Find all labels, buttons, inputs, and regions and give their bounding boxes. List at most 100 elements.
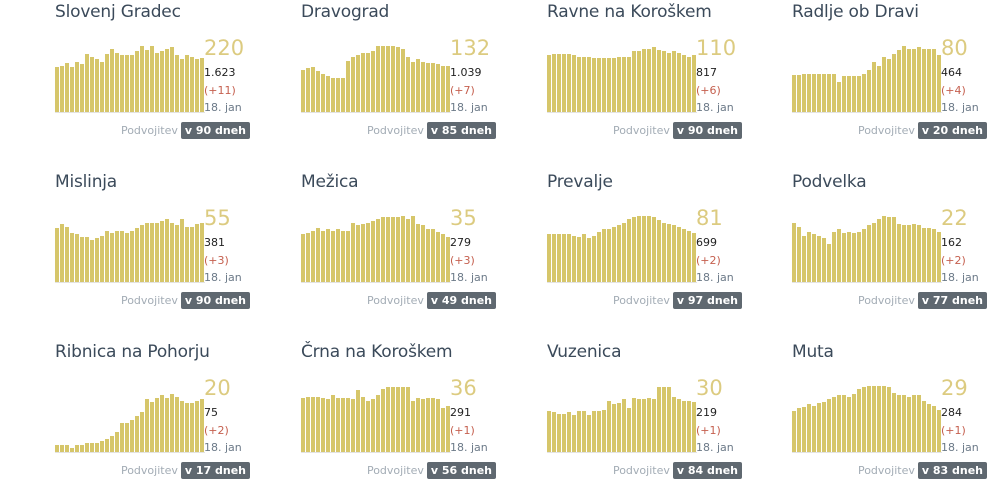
chart-bar	[912, 49, 916, 112]
chart-bar	[802, 236, 806, 282]
chart-bar	[125, 233, 129, 282]
chart-bar	[331, 78, 335, 112]
chart-bar	[366, 401, 370, 452]
chart-bar	[642, 216, 646, 282]
chart-bar	[125, 423, 129, 452]
chart-bar	[567, 234, 571, 282]
chart-bar	[311, 397, 315, 452]
doubling-badge: v 90 dneh	[180, 122, 250, 139]
doubling-info: Podvojitev v 97 dneh	[613, 292, 742, 309]
doubling-badge: v 77 dneh	[917, 292, 987, 309]
chart-bar	[927, 49, 931, 112]
chart-bar	[667, 53, 671, 112]
daily-change: (+3)	[450, 254, 475, 267]
chart-bar	[667, 224, 671, 282]
chart-bar	[867, 225, 871, 282]
chart-bar	[807, 404, 811, 452]
date-label: 18. jan	[941, 271, 979, 284]
doubling-badge: v 85 dneh	[426, 122, 496, 139]
chart-bar	[627, 57, 631, 112]
chart-bar	[185, 55, 189, 112]
doubling-info: Podvojitev v 17 dneh	[121, 462, 250, 479]
daily-change: (+2)	[941, 254, 966, 267]
chart-bar	[627, 408, 631, 452]
chart-bar	[827, 399, 831, 452]
chart-bar	[180, 219, 184, 282]
total-cases: 381	[204, 236, 225, 249]
chart-bar	[682, 401, 686, 452]
chart-bar	[857, 76, 861, 112]
chart-bar	[396, 47, 400, 112]
chart-bar	[371, 399, 375, 452]
chart-bar	[95, 238, 99, 282]
chart-bar	[386, 46, 390, 112]
chart-bar	[381, 217, 385, 282]
total-cases: 279	[450, 236, 471, 249]
chart-bar	[572, 55, 576, 112]
chart-bar	[155, 223, 159, 282]
chart-bar	[852, 233, 856, 282]
chart-bar	[180, 401, 184, 452]
chart-bar	[426, 63, 430, 112]
chart-bar	[877, 66, 881, 112]
municipality-name: Podvelka	[792, 172, 867, 192]
chart-bar	[797, 408, 801, 452]
chart-bar	[170, 223, 174, 282]
chart-bar	[552, 234, 556, 282]
chart-bar	[130, 55, 134, 112]
chart-bar	[180, 59, 184, 112]
bar-chart	[792, 210, 942, 283]
chart-bar	[185, 403, 189, 452]
daily-change: (+1)	[941, 424, 966, 437]
active-cases: 55	[204, 206, 231, 230]
total-cases: 219	[696, 406, 717, 419]
chart-bar	[145, 223, 149, 282]
chart-bar	[607, 58, 611, 112]
chart-bar	[637, 51, 641, 112]
chart-bar	[792, 411, 796, 452]
chart-bar	[145, 50, 149, 112]
chart-bar	[927, 404, 931, 452]
chart-bar	[431, 398, 435, 452]
doubling-label: Podvojitev	[120, 124, 178, 137]
chart-bar	[155, 398, 159, 452]
active-cases: 29	[941, 376, 968, 400]
chart-bar	[120, 55, 124, 112]
active-cases: 132	[450, 36, 491, 60]
chart-bar	[597, 411, 601, 452]
municipality-card: Mislinja 55 381 (+3) 18. jan Podvojitev …	[47, 170, 250, 330]
chart-bar	[110, 49, 114, 112]
chart-bar	[60, 445, 64, 452]
daily-change: (+2)	[696, 254, 721, 267]
chart-bar	[421, 225, 425, 282]
doubling-label: Podvojitev	[366, 294, 424, 307]
chart-bar	[892, 54, 896, 112]
chart-bar	[837, 82, 841, 112]
chart-bar	[351, 223, 355, 282]
chart-bar	[562, 54, 566, 112]
chart-bar	[917, 47, 921, 112]
municipality-card: Radlje ob Dravi 80 464 (+4) 18. jan Podv…	[784, 0, 987, 160]
chart-bar	[140, 46, 144, 112]
chart-bar	[597, 58, 601, 112]
chart-bar	[827, 244, 831, 282]
chart-bar	[436, 64, 440, 112]
chart-bar	[90, 240, 94, 282]
chart-bar	[617, 403, 621, 452]
chart-bar	[150, 46, 154, 112]
chart-bar	[662, 51, 666, 112]
chart-bar	[336, 398, 340, 452]
municipality-card: Ravne na Koroškem 110 817 (+6) 18. jan P…	[539, 0, 742, 160]
chart-bar	[306, 397, 310, 452]
chart-bar	[366, 53, 370, 112]
bar-chart	[547, 380, 697, 453]
chart-bar	[120, 423, 124, 452]
bar-chart	[301, 40, 451, 113]
chart-bar	[862, 229, 866, 282]
chart-bar	[401, 216, 405, 282]
chart-bar	[867, 386, 871, 452]
municipality-card: Mežica 35 279 (+3) 18. jan Podvojitev v …	[293, 170, 496, 330]
total-cases: 75	[204, 406, 218, 419]
chart-bar	[311, 67, 315, 112]
doubling-info: Podvojitev v 90 dneh	[121, 122, 250, 139]
